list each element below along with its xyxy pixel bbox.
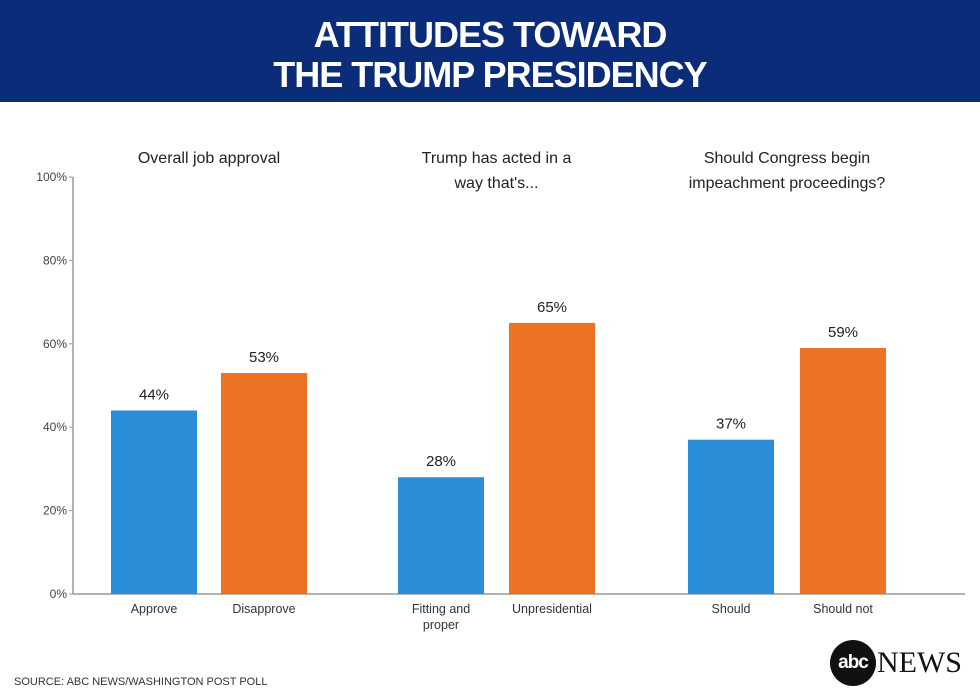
category-label: Unpresidential — [512, 602, 592, 616]
data-label: 37% — [716, 416, 746, 433]
group-title: way that's... — [454, 175, 539, 192]
abc-news-logo: abc NEWS — [830, 640, 962, 686]
data-label: 53% — [249, 349, 279, 366]
y-tick-label: 40% — [43, 420, 67, 434]
category-label: Should not — [813, 602, 873, 616]
category-label: Fitting and — [412, 602, 470, 616]
bar-should-not — [800, 347, 886, 594]
data-label: 28% — [426, 453, 456, 470]
group-title: impeachment proceedings? — [689, 175, 886, 192]
title-line-1: ATTITUDES TOWARD — [313, 14, 668, 55]
y-tick-label: 80% — [43, 253, 67, 267]
category-label: Approve — [131, 602, 178, 616]
group-title: Overall job approval — [138, 150, 280, 167]
y-tick-label: 60% — [43, 337, 67, 351]
category-label: Should — [712, 602, 751, 616]
data-label: 44% — [139, 387, 169, 404]
y-tick-label: 20% — [43, 504, 67, 518]
news-logo-text: NEWS — [877, 646, 962, 679]
category-label: Disapprove — [232, 602, 295, 616]
group-title: Trump has acted in a — [422, 150, 572, 167]
bar-unpresidential — [509, 322, 595, 594]
chart-header: ATTITUDES TOWARD THE TRUMP PRESIDENCY — [0, 0, 980, 102]
y-tick-label: 100% — [36, 170, 67, 184]
data-label: 59% — [828, 324, 858, 341]
category-label: proper — [423, 618, 459, 632]
group-title: Should Congress begin — [704, 150, 870, 167]
bar-approve — [111, 410, 197, 594]
y-tick-label: 0% — [50, 587, 68, 601]
title-line-2: THE TRUMP PRESIDENCY — [273, 54, 707, 95]
bar-should — [688, 439, 774, 594]
bar-fitting-and-proper — [398, 477, 484, 594]
data-label: 65% — [537, 299, 567, 316]
source-note: SOURCE: ABC NEWS/WASHINGTON POST POLL — [14, 676, 268, 688]
bar-disapprove — [221, 372, 307, 594]
abc-logo-circle: abc — [830, 640, 876, 686]
